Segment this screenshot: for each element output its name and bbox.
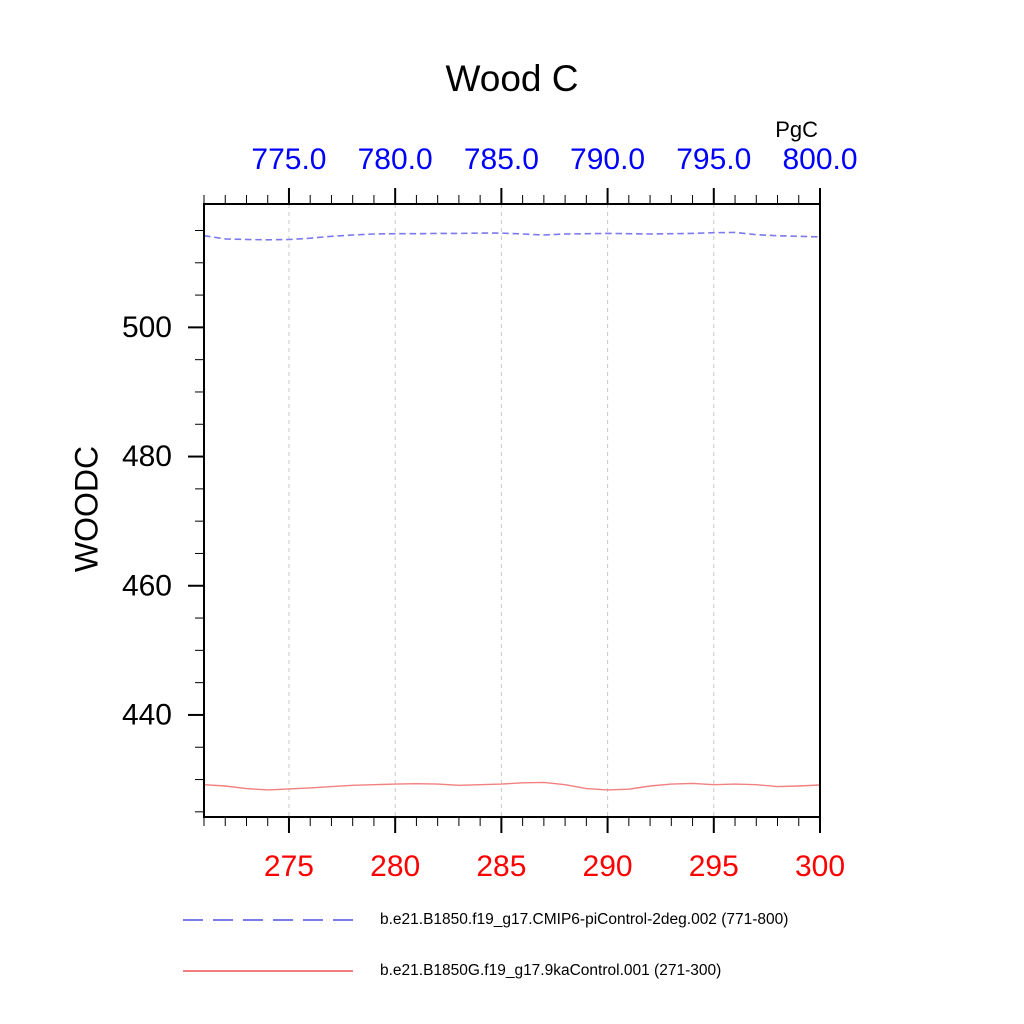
- bottom-axis-tick-label: 300: [795, 850, 845, 883]
- y-axis-tick-label: 480: [122, 440, 172, 473]
- top-axis-tick-label: 795.0: [676, 143, 751, 176]
- bottom-axis-tick-label: 290: [583, 850, 633, 883]
- y-axis-tick-label: 500: [122, 311, 172, 344]
- top-axis-tick-label: 800.0: [782, 143, 857, 176]
- series-line-9kaControl: [203, 781, 821, 791]
- top-axis-tick-label: 780.0: [358, 143, 433, 176]
- y-axis-tick-label: 440: [122, 698, 172, 731]
- chart-title: Wood C: [445, 58, 579, 99]
- bottom-axis-tick-label: 280: [370, 850, 420, 883]
- plot-border: [203, 203, 821, 818]
- top-axis-unit-label: PgC: [775, 117, 818, 142]
- top-axis-tick-label: 790.0: [570, 143, 645, 176]
- bottom-axis-tick-label: 275: [264, 850, 314, 883]
- bottom-axis-tick-label: 295: [689, 850, 739, 883]
- y-axis-tick-label: 460: [122, 569, 172, 602]
- top-axis-tick-label: 775.0: [251, 143, 326, 176]
- series-line-piControl: [203, 231, 821, 241]
- top-axis-tick-label: 785.0: [464, 143, 539, 176]
- bottom-axis-tick-label: 285: [476, 850, 526, 883]
